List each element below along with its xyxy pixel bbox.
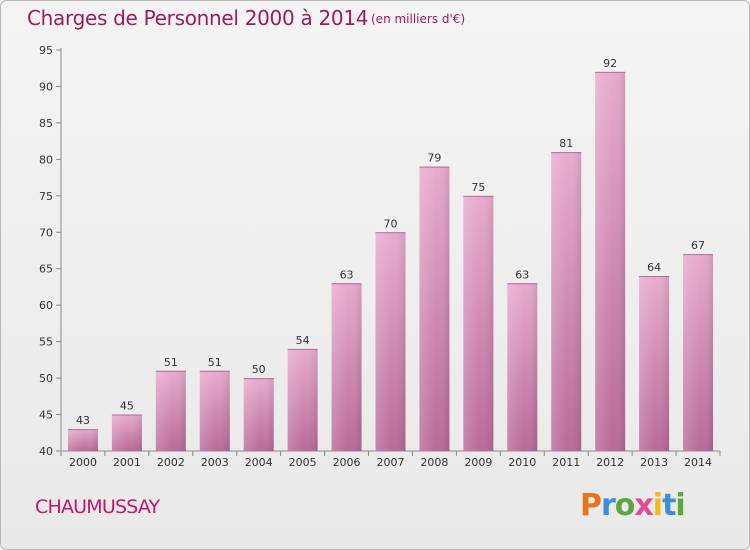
y-tick-label: 85	[39, 117, 53, 130]
y-tick-label: 95	[39, 44, 53, 57]
bar-shade-2001	[111, 414, 142, 451]
x-tick-label: 2005	[289, 456, 317, 469]
chart-title: Charges de Personnel 2000 à 2014	[27, 6, 369, 30]
commune-name: CHAUMUSSAY	[35, 496, 160, 518]
logo-letter: x	[634, 488, 653, 523]
y-tick-label: 65	[39, 263, 53, 276]
y-tick-label: 75	[39, 190, 53, 203]
chart-subtitle: (en milliers d'€)	[371, 12, 466, 26]
y-tick-label: 60	[39, 299, 53, 312]
value-label: 64	[647, 261, 661, 274]
value-label: 54	[296, 334, 310, 347]
value-label: 79	[427, 152, 441, 165]
x-tick-label: 2010	[508, 456, 536, 469]
logo-letter: t	[662, 488, 676, 523]
bar-shade-2013	[639, 276, 670, 451]
x-tick-label: 2014	[684, 456, 712, 469]
bar-shade-2000	[67, 429, 98, 451]
x-tick-label: 2007	[377, 456, 405, 469]
bar-shade-2012	[595, 71, 626, 451]
x-tick-label: 2006	[333, 456, 361, 469]
y-tick-label: 90	[39, 80, 53, 93]
bar-shade-2002	[155, 370, 186, 451]
bar-shade-2009	[463, 195, 494, 451]
bar-shade-2011	[551, 152, 582, 451]
value-label: 43	[76, 414, 90, 427]
bar-shade-2010	[507, 283, 538, 451]
proxiti-logo: Proxiti	[580, 488, 686, 523]
x-tick-label: 2002	[157, 456, 185, 469]
value-label: 63	[515, 268, 529, 281]
y-tick-label: 45	[39, 409, 53, 422]
logo-letter: i	[675, 488, 685, 523]
bars	[67, 71, 714, 451]
y-tick-label: 55	[39, 336, 53, 349]
bar-shade-2006	[331, 283, 362, 451]
y-tick-label: 80	[39, 153, 53, 166]
value-label: 45	[120, 400, 134, 413]
x-tick-label: 2013	[640, 456, 668, 469]
value-label: 63	[340, 268, 354, 281]
x-tick-label: 2004	[245, 456, 273, 469]
value-label: 51	[164, 356, 178, 369]
y-tick-label: 50	[39, 372, 53, 385]
bar-shade-2003	[199, 370, 230, 451]
bar-shade-2014	[683, 254, 714, 451]
logo-letter: P	[580, 488, 602, 523]
x-tick-label: 2011	[552, 456, 580, 469]
x-tick-label: 2000	[69, 456, 97, 469]
bar-shade-2007	[375, 232, 406, 451]
logo-letter: o	[614, 488, 636, 523]
value-label: 92	[603, 57, 617, 70]
bar-shade-2004	[243, 378, 274, 451]
logo-letter: i	[652, 488, 663, 523]
bar-shade-2008	[419, 166, 450, 451]
y-tick-label: 40	[39, 445, 53, 458]
value-label: 70	[384, 217, 398, 230]
value-label: 75	[471, 181, 485, 194]
x-tick-label: 2001	[113, 456, 141, 469]
logo-letter: r	[601, 488, 616, 523]
x-tick-label: 2003	[201, 456, 229, 469]
bar-shade-2005	[287, 348, 318, 451]
x-tick-label: 2008	[420, 456, 448, 469]
value-labels: 43 45 51 51 50 54 63 70 79 75 63 81 92 64 67	[76, 57, 705, 427]
value-label: 50	[252, 363, 266, 376]
y-tick-label: 70	[39, 226, 53, 239]
x-tick-label: 2009	[464, 456, 492, 469]
value-label: 51	[208, 356, 222, 369]
value-label: 67	[691, 239, 705, 252]
value-label: 81	[559, 137, 573, 150]
x-tick-label: 2012	[596, 456, 624, 469]
